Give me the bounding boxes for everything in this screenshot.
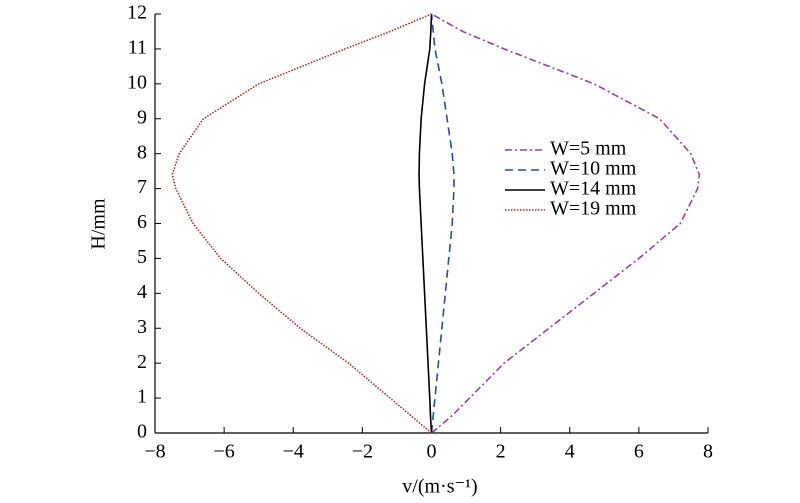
y-tick-label: 6 <box>137 211 147 233</box>
legend-label: W=19 mm <box>550 198 637 220</box>
y-tick-label: 11 <box>128 37 147 59</box>
x-tick-label: 0 <box>427 441 437 463</box>
series-line <box>430 13 455 434</box>
series-line <box>418 13 433 434</box>
x-tick-label: −2 <box>352 441 373 463</box>
legend-label: W=5 mm <box>550 138 627 160</box>
x-tick-label: −6 <box>213 441 234 463</box>
legend-label: W=10 mm <box>550 158 637 180</box>
y-tick-label: 12 <box>127 2 147 24</box>
x-tick-label: −4 <box>283 441 304 463</box>
x-tick-label: 4 <box>565 441 575 463</box>
y-tick-label: 2 <box>137 351 147 373</box>
y-axis-label: H/mm <box>88 198 110 250</box>
x-tick-label: 8 <box>703 441 713 463</box>
series-line <box>171 13 433 434</box>
series-line <box>430 13 701 434</box>
y-tick-label: 7 <box>137 176 147 198</box>
y-tick-label: 9 <box>137 106 147 128</box>
y-tick-label: 4 <box>137 281 147 303</box>
y-tick-label: 0 <box>137 421 147 443</box>
x-tick-label: 6 <box>634 441 644 463</box>
x-tick-label: 2 <box>496 441 506 463</box>
y-tick-label: 3 <box>137 316 147 338</box>
y-tick-label: 10 <box>127 71 147 93</box>
y-tick-label: 5 <box>137 246 147 268</box>
y-tick-label: 8 <box>137 141 147 163</box>
y-tick-label: 1 <box>137 386 147 408</box>
legend-label: W=14 mm <box>550 178 637 200</box>
x-axis-label: v/(m·s⁻¹) <box>402 476 477 498</box>
x-tick-label: −8 <box>144 441 165 463</box>
